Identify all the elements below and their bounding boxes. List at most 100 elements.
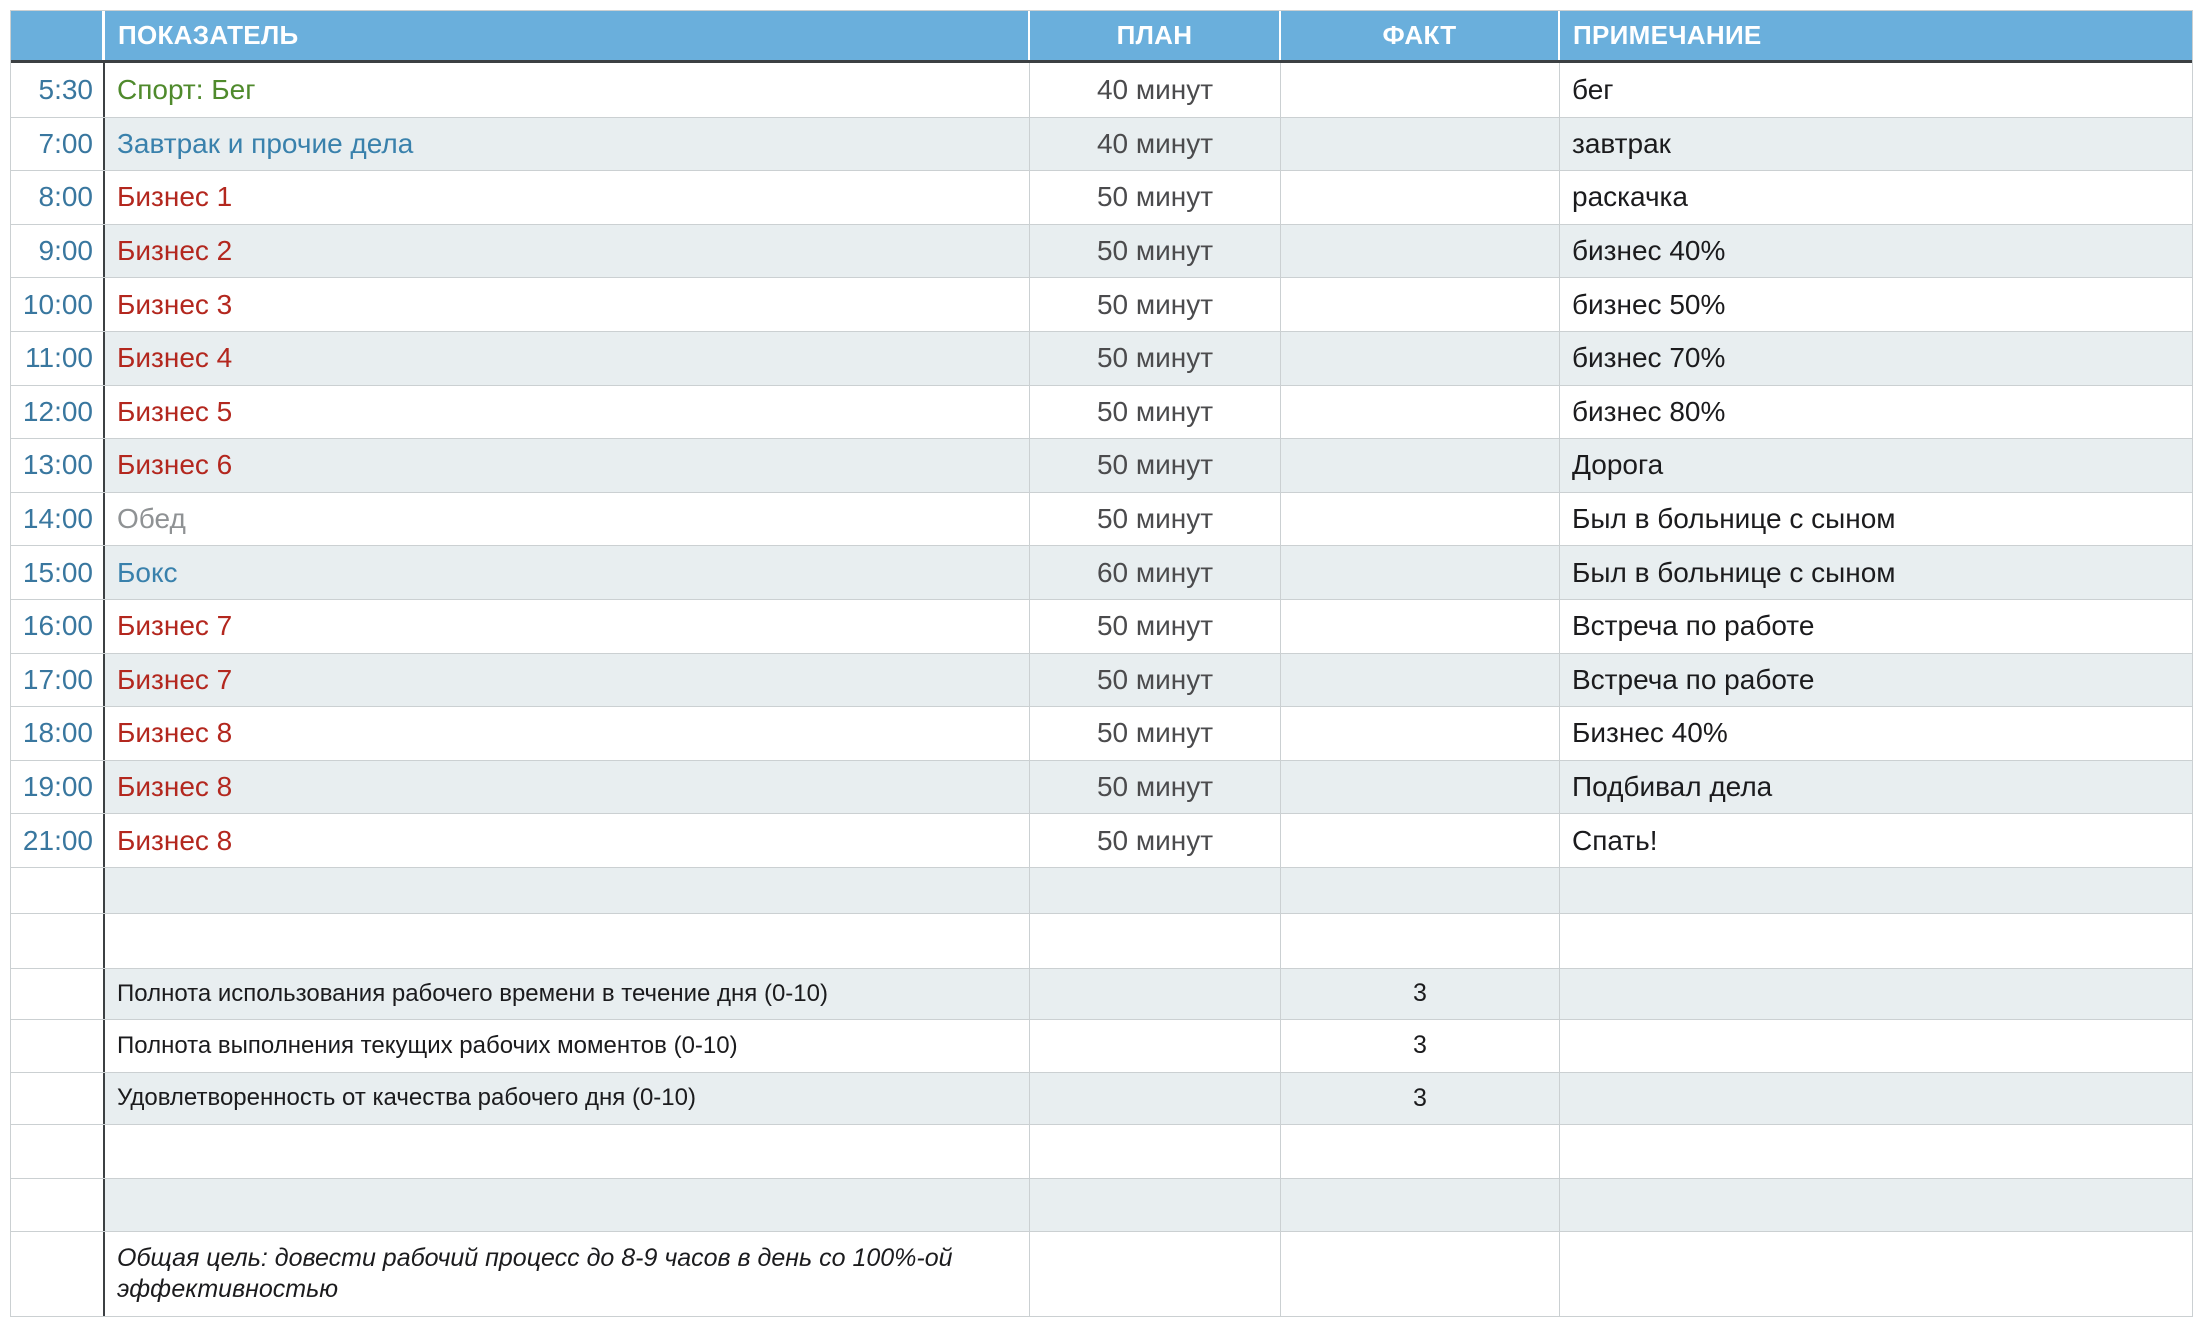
- fact-cell[interactable]: [1281, 867, 1560, 913]
- time-cell[interactable]: 12:00: [11, 385, 105, 439]
- time-cell[interactable]: [11, 1072, 105, 1124]
- time-cell[interactable]: [11, 1231, 105, 1316]
- note-cell[interactable]: [1560, 1072, 2192, 1124]
- indicator-cell[interactable]: [105, 867, 1030, 913]
- goal-cell[interactable]: Общая цель: довести рабочий процесс до 8…: [105, 1231, 1030, 1316]
- time-cell[interactable]: 10:00: [11, 278, 105, 331]
- indicator-cell[interactable]: Бизнес 8: [105, 760, 1030, 814]
- indicator-cell[interactable]: Спорт: Бег: [105, 63, 1030, 117]
- summary-score-cell[interactable]: 3: [1281, 1072, 1560, 1124]
- note-cell[interactable]: Встреча по работе: [1572, 610, 1815, 642]
- plan-cell[interactable]: 60 минут: [1030, 546, 1281, 599]
- summary-label-cell[interactable]: Удовлетворенность от качества рабочего д…: [105, 1072, 1030, 1124]
- plan-cell[interactable]: [1030, 968, 1281, 1019]
- note-cell[interactable]: [1560, 1020, 2192, 1072]
- fact-cell[interactable]: [1281, 385, 1560, 439]
- indicator-cell[interactable]: [105, 1178, 1030, 1231]
- fact-cell[interactable]: [1281, 760, 1560, 814]
- plan-cell[interactable]: 50 минут: [1030, 278, 1281, 331]
- plan-cell[interactable]: [1030, 1231, 1281, 1316]
- indicator-cell[interactable]: Бизнес 8: [105, 814, 1030, 867]
- note-cell[interactable]: завтрак: [1560, 117, 2192, 171]
- time-cell[interactable]: 7:00: [11, 117, 105, 171]
- fact-cell[interactable]: [1281, 1124, 1560, 1178]
- fact-cell[interactable]: [1281, 1231, 1560, 1316]
- fact-cell[interactable]: [1281, 707, 1560, 760]
- column-header-time[interactable]: [11, 11, 105, 60]
- indicator-cell[interactable]: Бизнес 5: [105, 385, 1030, 439]
- plan-cell[interactable]: 50 минут: [1030, 331, 1281, 385]
- indicator-cell[interactable]: Завтрак и прочие дела: [105, 117, 1030, 171]
- fact-cell[interactable]: [1281, 171, 1560, 224]
- time-cell[interactable]: [11, 1178, 105, 1231]
- time-cell[interactable]: 19:00: [11, 760, 105, 814]
- time-cell[interactable]: 14:00: [11, 492, 105, 546]
- fact-cell[interactable]: [1281, 913, 1560, 968]
- indicator-cell[interactable]: Бизнес 7: [105, 599, 1030, 653]
- note-cell[interactable]: бизнес 40%: [1560, 224, 2192, 278]
- plan-cell[interactable]: [1030, 913, 1281, 968]
- plan-cell[interactable]: [1030, 867, 1281, 913]
- time-cell[interactable]: [11, 968, 105, 1019]
- column-header-note[interactable]: ПРИМЕЧАНИЕ: [1560, 11, 2192, 60]
- column-header-indicator[interactable]: ПОКАЗАТЕЛЬ: [105, 11, 1030, 60]
- indicator-cell[interactable]: Бизнес 3: [105, 278, 1030, 331]
- note-cell[interactable]: [1560, 968, 2192, 1019]
- note-cell[interactable]: Был в больнице с сыном: [1572, 503, 1896, 535]
- plan-cell[interactable]: 40 минут: [1030, 63, 1281, 117]
- plan-cell[interactable]: 50 минут: [1030, 224, 1281, 278]
- indicator-cell[interactable]: Бизнес 7: [105, 653, 1030, 707]
- plan-cell[interactable]: 50 минут: [1030, 760, 1281, 814]
- note-cell[interactable]: [1560, 1178, 2192, 1231]
- plan-cell[interactable]: 40 минут: [1030, 117, 1281, 171]
- time-cell[interactable]: [11, 1124, 105, 1178]
- note-cell[interactable]: Спать!: [1572, 824, 1658, 856]
- indicator-cell[interactable]: Бизнес 2: [105, 224, 1030, 278]
- time-cell[interactable]: [11, 867, 105, 913]
- time-cell[interactable]: [11, 913, 105, 968]
- fact-cell[interactable]: [1281, 492, 1560, 546]
- plan-cell[interactable]: 50 минут: [1030, 492, 1281, 546]
- summary-label-cell[interactable]: Полнота использования рабочего времени в…: [105, 968, 1030, 1019]
- note-cell[interactable]: [1560, 914, 2192, 968]
- note-cell[interactable]: [1560, 867, 2192, 913]
- plan-cell[interactable]: [1030, 1124, 1281, 1178]
- plan-cell[interactable]: 50 минут: [1030, 439, 1281, 492]
- time-cell[interactable]: 8:00: [11, 171, 105, 224]
- indicator-cell[interactable]: Бизнес 8: [105, 707, 1030, 760]
- fact-cell[interactable]: [1281, 439, 1560, 492]
- time-cell[interactable]: 16:00: [11, 599, 105, 653]
- plan-cell[interactable]: [1030, 1019, 1281, 1072]
- note-cell[interactable]: раскачка: [1572, 181, 1688, 213]
- plan-cell[interactable]: 50 минут: [1030, 653, 1281, 707]
- plan-cell[interactable]: [1030, 1178, 1281, 1231]
- fact-cell[interactable]: [1281, 224, 1560, 278]
- time-cell[interactable]: 17:00: [11, 653, 105, 707]
- time-cell[interactable]: 5:30: [11, 63, 105, 117]
- summary-score-cell[interactable]: 3: [1281, 1019, 1560, 1072]
- plan-cell[interactable]: 50 минут: [1030, 814, 1281, 867]
- indicator-cell[interactable]: Бизнес 6: [105, 439, 1030, 492]
- note-cell[interactable]: [1560, 1232, 2192, 1316]
- column-header-plan[interactable]: ПЛАН: [1030, 11, 1281, 60]
- indicator-cell[interactable]: Бизнес 1: [105, 171, 1030, 224]
- note-cell[interactable]: бизнес 70%: [1560, 331, 2192, 385]
- plan-cell[interactable]: [1030, 1072, 1281, 1124]
- note-cell[interactable]: Дорога: [1560, 439, 2192, 492]
- fact-cell[interactable]: [1281, 546, 1560, 599]
- indicator-cell[interactable]: [105, 913, 1030, 968]
- plan-cell[interactable]: 50 минут: [1030, 599, 1281, 653]
- fact-cell[interactable]: [1281, 63, 1560, 117]
- fact-cell[interactable]: [1281, 117, 1560, 171]
- time-cell[interactable]: 9:00: [11, 224, 105, 278]
- indicator-cell[interactable]: [105, 1124, 1030, 1178]
- time-cell[interactable]: 11:00: [11, 331, 105, 385]
- plan-cell[interactable]: 50 минут: [1030, 707, 1281, 760]
- fact-cell[interactable]: [1281, 653, 1560, 707]
- note-cell[interactable]: Подбивал дела: [1560, 760, 2192, 814]
- column-header-fact[interactable]: ФАКТ: [1281, 11, 1560, 60]
- time-cell[interactable]: [11, 1019, 105, 1072]
- summary-label-cell[interactable]: Полнота выполнения текущих рабочих момен…: [105, 1019, 1030, 1072]
- note-cell[interactable]: бизнес 50%: [1572, 288, 1726, 320]
- time-cell[interactable]: 18:00: [11, 707, 105, 760]
